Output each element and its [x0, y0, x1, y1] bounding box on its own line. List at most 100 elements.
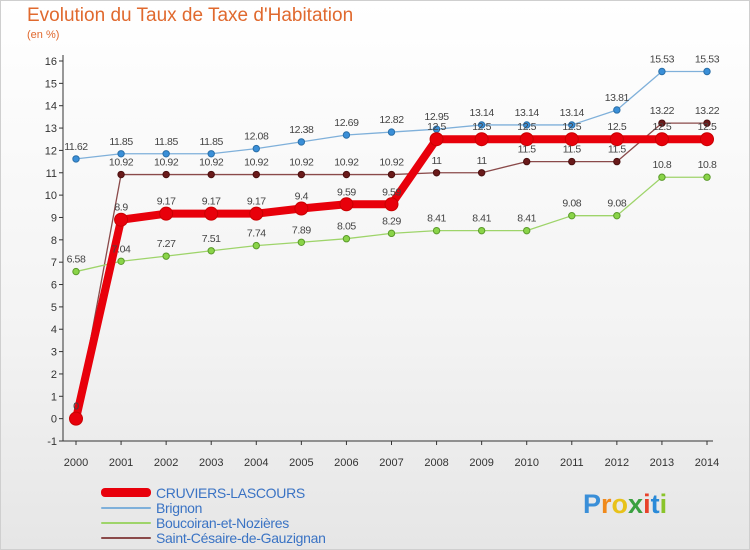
series-4-data-label: 11.5: [608, 144, 627, 156]
series-3-point: [342, 235, 351, 243]
series-1-data-label: 12.5: [562, 121, 581, 133]
logo-letter: P: [583, 489, 602, 519]
x-tick-label: 2004: [244, 457, 268, 469]
y-tick-label: 6: [51, 280, 57, 292]
series-4-data-label: 13.22: [650, 105, 675, 117]
series-1-data-label: 12.5: [472, 121, 491, 133]
series-2-data-label: 12.82: [379, 114, 404, 126]
series-3-data-label: 9.08: [562, 198, 581, 210]
x-tick-label: 2000: [64, 457, 88, 469]
x-tick-label: 2006: [334, 457, 358, 469]
logo-letter: t: [650, 489, 660, 519]
logo-letter: o: [611, 489, 629, 519]
series-2-point: [297, 138, 306, 146]
series-2-point: [342, 131, 351, 139]
series-1-data-label: 0: [73, 401, 79, 413]
series-1-point: [654, 132, 669, 147]
series-3-point: [523, 226, 531, 235]
series-3-data-label: 8.41: [517, 213, 536, 225]
series-2-point: [613, 106, 621, 114]
series-4-point: [568, 157, 576, 166]
series-4-data-label: 10.92: [154, 157, 179, 169]
series-3-data-label: 8.41: [472, 213, 491, 225]
series-4-point: [207, 170, 215, 179]
series-1-point: [700, 132, 714, 147]
series-2-point: [387, 128, 396, 136]
series-4-data-label: 10.92: [289, 157, 314, 169]
series-3-point: [72, 267, 80, 276]
series-2-point: [72, 155, 80, 163]
legend-label: CRUVIERS-LASCOURS: [156, 484, 305, 501]
y-tick-label: 9: [51, 212, 57, 224]
series-1-point: [249, 206, 264, 221]
series-4-data-label: 10.92: [334, 157, 359, 169]
x-tick-label: 2011: [560, 457, 584, 469]
series-2-data-label: 11.85: [154, 136, 178, 148]
proxiti-logo: Proxiti: [583, 489, 667, 520]
series-1-data-label: 9.59: [337, 186, 356, 198]
series-3-data-label: 9.08: [607, 198, 626, 210]
series-1-point: [384, 197, 399, 212]
series-2-point: [477, 121, 486, 129]
series-3-data-label: 10.8: [653, 159, 672, 171]
logo-letter: x: [628, 489, 644, 519]
legend-swatch: [101, 521, 151, 524]
series-1-data-label: 9.4: [295, 191, 309, 203]
series-1-data-label: 9.17: [157, 196, 176, 208]
series-1-line: [72, 135, 707, 420]
series-2-data-label: 12.38: [289, 124, 314, 136]
series-1-point: [159, 206, 174, 221]
series-3-data-label: 7.27: [157, 238, 176, 250]
series-2-data-label: 13.14: [560, 107, 585, 119]
series-1-point: [69, 411, 83, 426]
series-3-point: [252, 241, 260, 250]
series-4-point: [658, 119, 666, 127]
series-3-point: [297, 238, 306, 246]
series-3-point: [432, 226, 441, 235]
series-3-point: [658, 173, 666, 181]
series-4-point: [523, 157, 531, 166]
x-tick-label: 2002: [154, 457, 178, 469]
series-2-point: [207, 150, 215, 158]
series-4-point: [252, 170, 260, 179]
series-3-data-label: 8.29: [382, 215, 401, 227]
series-2-point: [252, 144, 260, 153]
series-1-point: [564, 132, 579, 147]
series-1-data-label: 12.5: [517, 121, 536, 133]
series-4-data-label: 11.5: [518, 144, 537, 156]
x-tick-label: 2005: [289, 457, 313, 469]
y-tick-label: 8: [51, 235, 57, 247]
series-2-data-label: 11.85: [109, 136, 133, 148]
series-1-point: [429, 132, 444, 147]
series-4-point: [117, 170, 125, 179]
series-4-data-label: 11: [432, 155, 443, 167]
logo-letter: r: [601, 489, 612, 519]
series-4-data-label: 0: [73, 401, 79, 413]
series-1-data-label: 12.5: [607, 121, 626, 133]
legend-label: Boucoiran-et-Nozières: [156, 514, 289, 531]
x-tick-label: 2001: [109, 457, 133, 469]
series-2-point: [658, 67, 666, 76]
series-4-data-label: 10.92: [199, 157, 224, 169]
y-tick-label: 16: [45, 56, 57, 68]
series-2-point: [162, 150, 170, 158]
series-4-data-label: 11.5: [563, 144, 582, 156]
series-2-data-label: 15.53: [650, 54, 675, 66]
chart-title: Evolution du Taux de Taxe d'Habitation: [27, 5, 354, 26]
logo-letter: i: [643, 489, 651, 519]
legend-label: Saint-Césaire-de-Gauzignan: [156, 529, 326, 546]
series-1-point: [474, 132, 489, 147]
legend-item: Boucoiran-et-Nozières: [101, 514, 326, 531]
series-1-data-label: 8.9: [114, 202, 128, 214]
series-1-point: [519, 132, 534, 147]
y-tick-label: 2: [51, 369, 57, 381]
series-1-data-label: 12.5: [653, 121, 672, 133]
series-2-point: [568, 121, 576, 129]
x-tick-label: 2012: [605, 457, 629, 469]
y-tick-label: 10: [45, 190, 57, 202]
series-2-data-label: 12.69: [334, 117, 359, 129]
legend: CRUVIERS-LASCOURS Brignon Boucoiran-et-Noz…: [101, 484, 326, 546]
series-3-point: [568, 211, 576, 220]
